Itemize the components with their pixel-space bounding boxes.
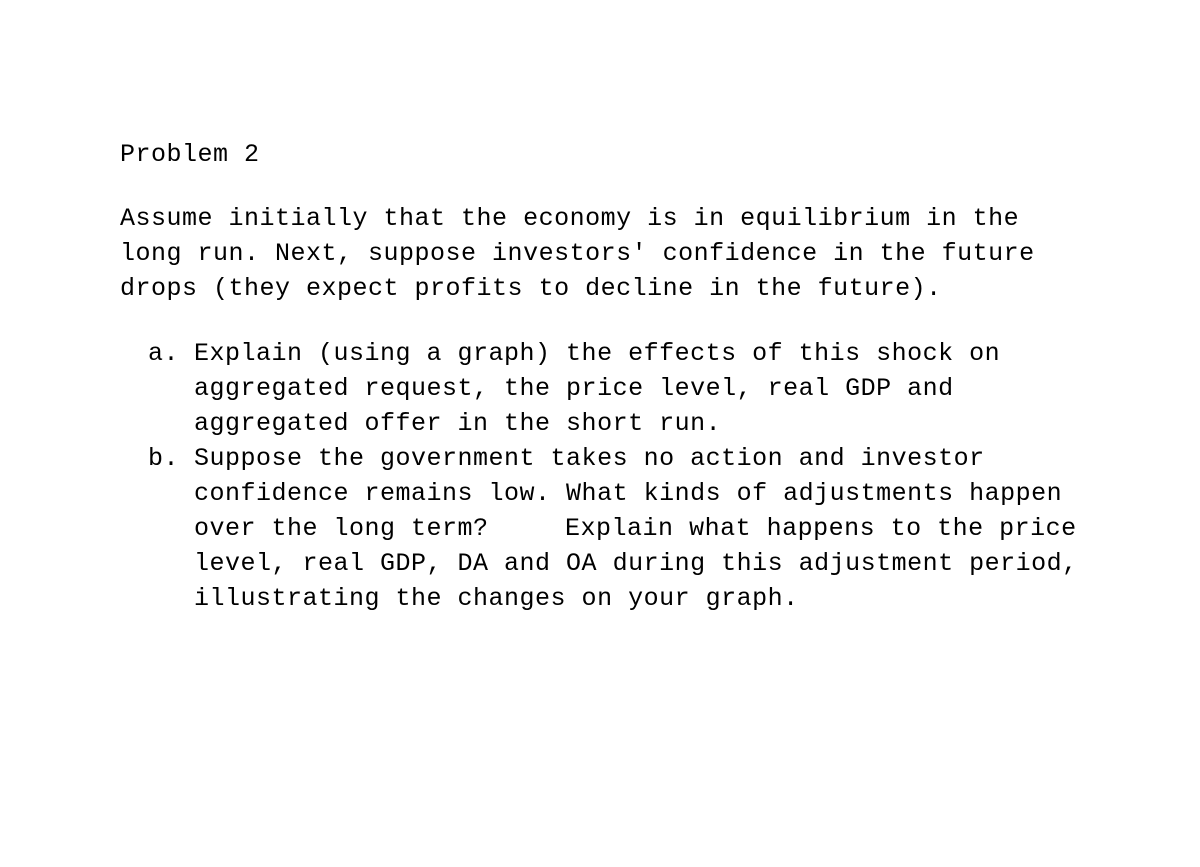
list-marker-a: a. — [148, 336, 194, 441]
list-text-b: Suppose the government takes no action a… — [194, 441, 1085, 616]
list-item: a. Explain (using a graph) the effects o… — [148, 336, 1085, 441]
list-item: b. Suppose the government takes no actio… — [148, 441, 1085, 616]
list-text-a: Explain (using a graph) the effects of t… — [194, 336, 1085, 441]
intro-paragraph: Assume initially that the economy is in … — [120, 201, 1085, 306]
list-marker-b: b. — [148, 441, 194, 616]
problem-title: Problem 2 — [120, 140, 1085, 169]
list-container: a. Explain (using a graph) the effects o… — [120, 336, 1085, 616]
